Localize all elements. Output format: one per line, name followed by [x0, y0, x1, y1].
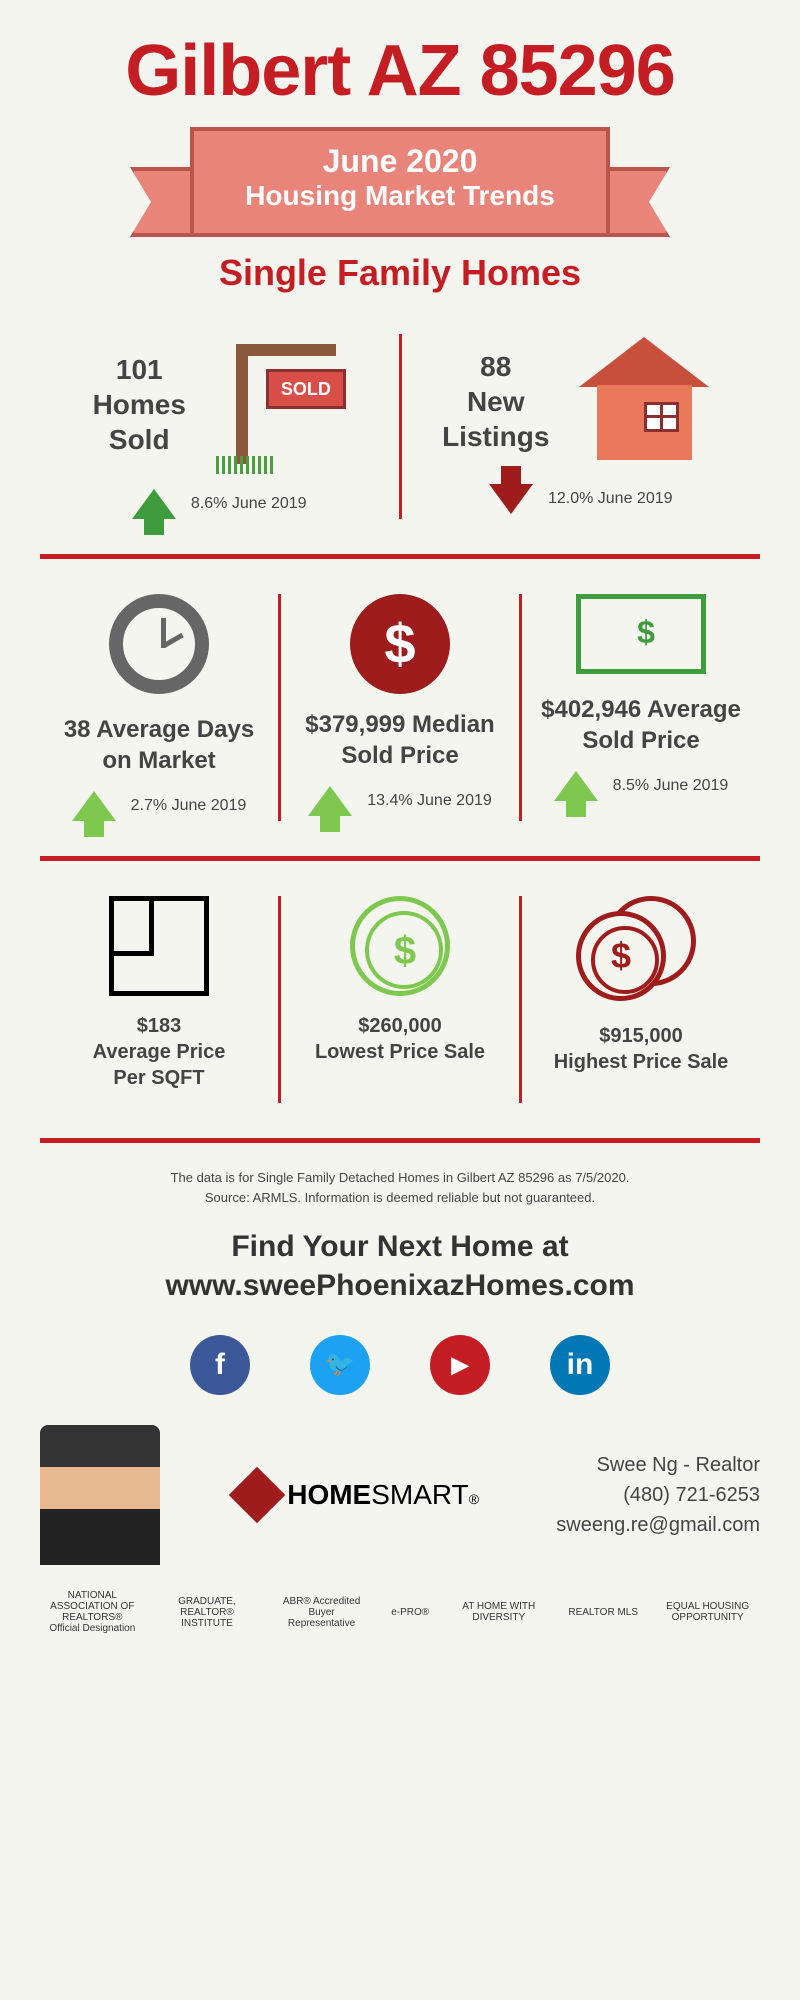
homesmart-text: HOMESMART®: [287, 1479, 479, 1511]
stat-price-sqft: $183 Average Price Per SQFT: [40, 886, 278, 1113]
stat-average-price: $402,946 Average Sold Price 8.5% June 20…: [522, 584, 760, 831]
ribbon-line2: Housing Market Trends: [204, 180, 596, 212]
footer-credentials: NATIONAL ASSOCIATION OF REALTORS® Offici…: [40, 1590, 760, 1634]
stat-new-listings: 88 New Listings 12.0% June 2019: [402, 324, 761, 529]
median-price-text: $379,999 Median Sold Price: [296, 709, 504, 771]
days-compare: 2.7% June 2019: [55, 791, 263, 821]
new-listings-label2: Listings: [442, 421, 549, 452]
cta-url: www.sweePhoenixazHomes.com: [165, 1269, 634, 1302]
ribbon-tail-right: [600, 167, 670, 237]
average-price-text: $402,946 Average Sold Price: [537, 694, 745, 756]
homes-sold-label2: Sold: [109, 424, 170, 455]
footer-logo: EQUAL HOUSING OPPORTUNITY: [663, 1601, 753, 1623]
contact-email: sweeng.re@gmail.com: [556, 1510, 760, 1540]
twitter-icon[interactable]: 🐦: [310, 1335, 370, 1395]
lowest-price-value: $260,000: [358, 1015, 441, 1037]
dollar-coins-red-icon: [576, 896, 706, 1006]
lowest-price-text: $260,000 Lowest Price Sale: [296, 1013, 504, 1065]
price-sqft-value: $183: [137, 1015, 182, 1037]
footer-logo: NATIONAL ASSOCIATION OF REALTORS® Offici…: [47, 1590, 137, 1634]
stats-row-2: 38 Average Days on Market 2.7% June 2019…: [40, 584, 760, 831]
ribbon-banner: June 2020 Housing Market Trends: [140, 127, 660, 237]
stat-days-on-market: 38 Average Days on Market 2.7% June 2019: [40, 584, 278, 831]
contact-phone: (480) 721-6253: [556, 1480, 760, 1510]
clock-icon: [109, 594, 209, 694]
new-listings-compare-text: 12.0% June 2019: [548, 490, 673, 508]
homes-sold-compare: 8.6% June 2019: [55, 489, 384, 519]
lowest-price-label: Lowest Price Sale: [315, 1041, 485, 1063]
highest-price-text: $915,000 Highest Price Sale: [537, 1023, 745, 1075]
arrow-up-icon: [72, 791, 116, 821]
stat-median-price: $ $379,999 Median Sold Price 13.4% June …: [281, 584, 519, 831]
social-icons: f 🐦 ▶ in: [40, 1335, 760, 1395]
section-divider: [40, 1138, 760, 1143]
stats-row-1: 101 Homes Sold SOLD 8.6% June 2019 88 Ne…: [40, 324, 760, 529]
ribbon-center: June 2020 Housing Market Trends: [190, 127, 610, 237]
homes-sold-label1: Homes: [93, 389, 186, 420]
new-listings-compare: 12.0% June 2019: [417, 484, 746, 514]
footnote: The data is for Single Family Detached H…: [40, 1168, 760, 1207]
dollar-bill-icon: [576, 594, 706, 674]
homes-sold-compare-text: 8.6% June 2019: [191, 495, 307, 513]
page-title: Gilbert AZ 85296: [40, 30, 760, 112]
stat-homes-sold-text: 101 Homes Sold: [93, 352, 186, 457]
youtube-icon[interactable]: ▶: [430, 1335, 490, 1395]
days-on-market-text: 38 Average Days on Market: [55, 714, 263, 776]
new-listings-value: 88: [480, 351, 511, 382]
price-sqft-text: $183 Average Price Per SQFT: [55, 1013, 263, 1091]
days-compare-text: 2.7% June 2019: [131, 797, 247, 815]
house-icon: [569, 337, 719, 467]
linkedin-icon[interactable]: in: [550, 1335, 610, 1395]
ribbon-line1: June 2020: [204, 143, 596, 180]
contact-row: HOMESMART® Swee Ng - Realtor (480) 721-6…: [40, 1425, 760, 1565]
dollar-circle-green-icon: [350, 896, 450, 996]
subtitle: Single Family Homes: [40, 252, 760, 294]
stats-row-3: $183 Average Price Per SQFT $260,000 Low…: [40, 886, 760, 1113]
new-listings-label1: New: [467, 386, 525, 417]
infographic: Gilbert AZ 85296 June 2020 Housing Marke…: [0, 0, 800, 1664]
facebook-icon[interactable]: f: [190, 1335, 250, 1395]
footer-logo: AT HOME WITH DIVERSITY: [454, 1601, 544, 1623]
sold-sign-icon: SOLD: [206, 334, 346, 474]
median-compare-text: 13.4% June 2019: [367, 792, 492, 810]
average-compare: 8.5% June 2019: [537, 771, 745, 801]
stat-highest-price: $915,000 Highest Price Sale: [522, 886, 760, 1113]
price-sqft-label2: Per SQFT: [113, 1067, 204, 1089]
footer-logo: e-PRO®: [391, 1607, 429, 1618]
homes-sold-value: 101: [116, 354, 163, 385]
footer-logo: GRADUATE, REALTOR® INSTITUTE: [162, 1596, 252, 1629]
dollar-coin-icon: $: [350, 594, 450, 694]
arrow-up-icon: [308, 786, 352, 816]
stat-lowest-price: $260,000 Lowest Price Sale: [281, 886, 519, 1113]
homesmart-mark-icon: [229, 1467, 286, 1524]
arrow-up-icon: [132, 489, 176, 519]
arrow-up-icon: [554, 771, 598, 801]
footnote-line1: The data is for Single Family Detached H…: [171, 1170, 630, 1185]
contact-name: Swee Ng - Realtor: [556, 1450, 760, 1480]
stat-new-listings-text: 88 New Listings: [442, 349, 549, 454]
median-compare: 13.4% June 2019: [296, 786, 504, 816]
contact-info: Swee Ng - Realtor (480) 721-6253 sweeng.…: [556, 1450, 760, 1540]
section-divider: [40, 856, 760, 861]
stat-homes-sold: 101 Homes Sold SOLD 8.6% June 2019: [40, 324, 399, 529]
footnote-line2: Source: ARMLS. Information is deemed rel…: [205, 1190, 595, 1205]
homesmart-logo: HOMESMART®: [237, 1475, 479, 1515]
highest-price-value: $915,000: [599, 1025, 682, 1047]
call-to-action: Find Your Next Home at www.sweePhoenixaz…: [40, 1227, 760, 1305]
price-sqft-label1: Average Price: [93, 1041, 226, 1063]
footer-logo: REALTOR MLS: [568, 1607, 638, 1618]
realtor-avatar: [40, 1425, 160, 1565]
arrow-down-icon: [489, 484, 533, 514]
section-divider: [40, 554, 760, 559]
floorplan-icon: [109, 896, 209, 996]
average-compare-text: 8.5% June 2019: [613, 777, 729, 795]
footer-logo: ABR® Accredited Buyer Representative: [277, 1596, 367, 1629]
highest-price-label: Highest Price Sale: [554, 1051, 729, 1073]
cta-line1: Find Your Next Home at: [231, 1230, 568, 1263]
